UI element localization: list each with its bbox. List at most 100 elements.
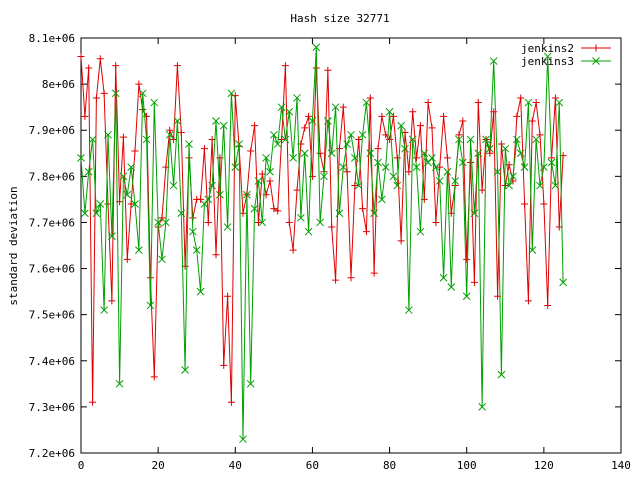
data-point-jenkins3 [432, 163, 440, 171]
data-point-jenkins2 [378, 112, 386, 120]
data-point-jenkins2 [397, 237, 405, 245]
data-point-jenkins2 [478, 186, 486, 194]
data-point-jenkins3 [273, 140, 282, 148]
data-point-jenkins3 [297, 213, 305, 222]
data-point-jenkins2 [266, 177, 274, 185]
data-point-jenkins3 [223, 223, 232, 231]
data-point-jenkins3 [324, 117, 332, 125]
data-point-jenkins3 [189, 227, 197, 236]
data-point-jenkins2 [409, 108, 417, 116]
data-point-jenkins3 [142, 135, 151, 144]
data-point-jenkins2 [278, 135, 286, 143]
data-point-jenkins3 [459, 158, 467, 167]
data-point-jenkins3 [497, 370, 506, 379]
data-point-jenkins2 [112, 62, 120, 70]
data-point-jenkins3 [239, 435, 247, 444]
data-point-jenkins2 [293, 186, 301, 194]
data-point-jenkins2 [166, 126, 174, 134]
data-point-jenkins2 [366, 94, 374, 102]
data-point-jenkins3 [96, 200, 105, 208]
data-point-jenkins3 [389, 172, 398, 181]
data-point-jenkins3 [374, 158, 382, 167]
data-point-jenkins3 [470, 209, 479, 218]
data-point-jenkins3 [92, 209, 101, 218]
data-point-jenkins2 [536, 131, 544, 139]
data-point-jenkins2 [158, 214, 166, 222]
data-point-jenkins2 [89, 398, 97, 406]
data-point-jenkins3 [520, 163, 529, 171]
data-point-jenkins3 [335, 209, 344, 218]
data-point-jenkins2 [343, 168, 351, 176]
data-point-jenkins3 [351, 154, 359, 162]
data-point-jenkins2 [77, 52, 85, 60]
legend-marker-jenkins2 [592, 44, 600, 52]
data-point-jenkins2 [108, 297, 116, 305]
data-point-jenkins2 [204, 218, 212, 226]
data-point-jenkins3 [370, 209, 378, 218]
data-point-jenkins3 [270, 130, 278, 139]
data-point-jenkins3 [150, 98, 159, 107]
legend-marker-jenkins3 [592, 57, 600, 65]
data-point-jenkins3 [540, 163, 548, 171]
data-point-jenkins2 [513, 112, 521, 120]
data-point-jenkins3 [401, 144, 409, 153]
data-point-jenkins2 [416, 122, 424, 130]
data-point-jenkins2 [135, 80, 143, 88]
data-point-jenkins2 [501, 182, 509, 190]
x-tick-label: 20 [152, 459, 165, 472]
data-point-jenkins2 [551, 94, 559, 102]
data-point-jenkins2 [85, 64, 93, 72]
data-point-jenkins3 [385, 107, 394, 116]
data-point-jenkins2 [362, 228, 370, 236]
data-point-jenkins3 [555, 98, 564, 107]
data-point-jenkins2 [370, 269, 378, 277]
data-point-jenkins3 [111, 89, 120, 98]
data-point-jenkins3 [185, 140, 193, 148]
y-tick-label: 8e+06 [42, 78, 75, 91]
x-axis: 0 20 40 60 80 100 120 140 [78, 38, 631, 472]
data-point-jenkins3 [354, 181, 363, 190]
data-point-jenkins3 [393, 181, 402, 190]
data-point-jenkins2 [521, 200, 529, 208]
data-point-jenkins2 [227, 398, 235, 406]
data-point-jenkins3 [100, 306, 108, 314]
data-point-jenkins3 [154, 218, 162, 227]
data-point-jenkins2 [405, 168, 413, 176]
data-point-jenkins3 [108, 232, 116, 241]
data-point-jenkins2 [289, 246, 297, 254]
data-point-jenkins3 [227, 89, 236, 98]
data-point-jenkins3 [547, 158, 556, 167]
data-point-jenkins2 [540, 200, 548, 208]
data-point-jenkins3 [416, 227, 425, 236]
chart-title: Hash size 32771 [290, 12, 389, 25]
data-point-jenkins3 [281, 135, 290, 144]
data-point-jenkins3 [300, 149, 309, 158]
data-point-jenkins2 [470, 278, 478, 286]
data-point-jenkins3 [447, 283, 456, 291]
y-tick-label: 7.3e+06 [29, 401, 75, 414]
data-point-jenkins2 [347, 274, 355, 282]
data-point-jenkins2 [119, 133, 127, 141]
data-point-jenkins3 [277, 103, 286, 112]
data-point-jenkins3 [293, 94, 301, 102]
series-layer [77, 43, 567, 444]
data-point-jenkins3 [208, 181, 216, 190]
plot-border [80, 37, 622, 454]
x-tick-label: 40 [229, 459, 242, 472]
data-point-jenkins3 [266, 167, 274, 176]
data-point-jenkins3 [119, 172, 128, 181]
data-point-jenkins2 [524, 297, 532, 305]
series-line-jenkins2 [80, 56, 564, 403]
data-point-jenkins3 [501, 144, 510, 153]
data-point-jenkins3 [162, 218, 170, 227]
data-point-jenkins3 [216, 190, 224, 199]
y-tick-label: 7.8e+06 [29, 170, 75, 183]
data-point-jenkins2 [339, 103, 347, 111]
legend-label-jenkins3: jenkins3 [521, 55, 574, 68]
data-point-jenkins3 [532, 135, 540, 144]
data-point-jenkins2 [351, 182, 359, 190]
data-point-jenkins2 [239, 209, 247, 217]
data-point-jenkins3 [424, 158, 432, 167]
data-point-jenkins3 [243, 190, 251, 199]
